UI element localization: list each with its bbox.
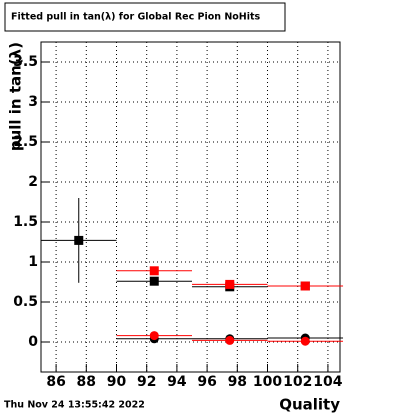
- x-tick-label: 96: [197, 374, 216, 390]
- marker: [225, 279, 235, 289]
- marker: [225, 335, 235, 345]
- title-box: [4, 2, 286, 32]
- y-axis-label: pull in tan(λ): [7, 42, 25, 151]
- y-tick-label: 0.5: [13, 294, 38, 310]
- marker: [300, 336, 310, 346]
- y-tick-label: 0: [28, 334, 38, 350]
- x-tick-label: 94: [167, 374, 187, 390]
- frame: [40, 41, 341, 373]
- y-tick-label: 2.5: [13, 134, 38, 150]
- marker: [149, 266, 159, 276]
- x-tick-label: 92: [137, 374, 156, 390]
- y-tick-label: 1.5: [13, 214, 38, 230]
- y-tick-label: 1: [28, 254, 38, 270]
- y-tick-label: 3.5: [13, 54, 38, 70]
- x-tick-label: 102: [283, 374, 312, 390]
- marker: [300, 281, 310, 291]
- x-axis-label: Quality: [279, 396, 340, 414]
- y-tick-label: 2: [28, 174, 38, 190]
- x-tick-label: 88: [77, 374, 96, 390]
- x-tick-label: 104: [313, 374, 342, 390]
- x-tick-label: 100: [253, 374, 282, 390]
- x-tick-label: 98: [228, 374, 247, 390]
- marker: [74, 235, 84, 245]
- x-tick-label: 86: [46, 374, 65, 390]
- x-tick-label: 90: [107, 374, 127, 390]
- chart-title: Fitted pull in tan(λ) for Global Rec Pio…: [11, 12, 261, 23]
- marker: [149, 331, 159, 341]
- marker: [149, 276, 159, 286]
- timestamp: Thu Nov 24 13:55:42 2022: [4, 400, 145, 411]
- y-tick-label: 3: [28, 94, 38, 110]
